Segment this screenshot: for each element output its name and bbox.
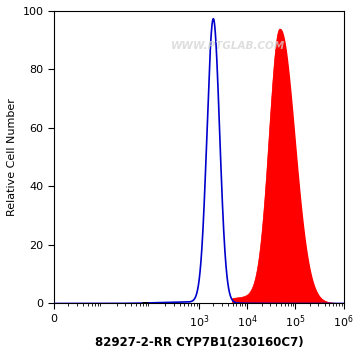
X-axis label: 82927-2-RR CYP7B1(230160C7): 82927-2-RR CYP7B1(230160C7) (95, 336, 303, 349)
Text: WWW.PTGLAB.COM: WWW.PTGLAB.COM (171, 41, 285, 51)
Y-axis label: Relative Cell Number: Relative Cell Number (7, 98, 17, 216)
